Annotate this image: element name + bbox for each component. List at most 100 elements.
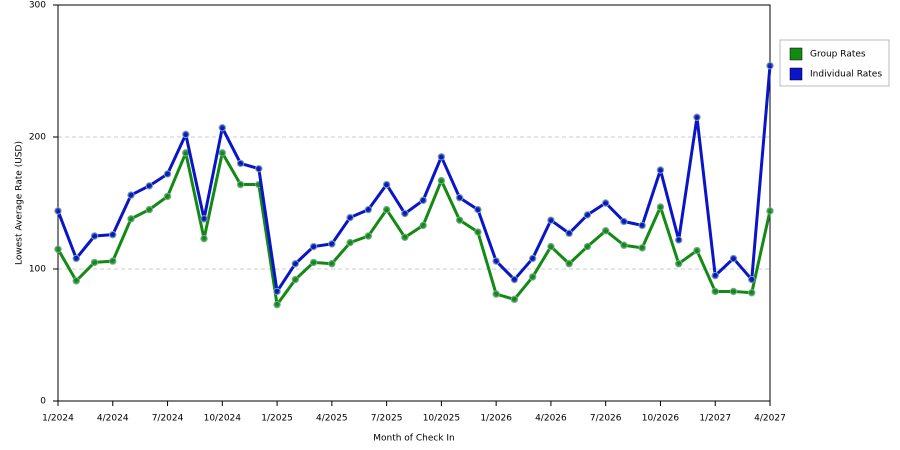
y-tick-label: 300 [29,1,46,11]
data-point [766,207,774,215]
data-point [711,287,719,296]
data-point [145,182,153,190]
data-point [328,240,336,248]
x-tick-label: 1/2024 [42,414,74,424]
data-point [656,166,665,174]
legend-label: Group Rates [810,50,866,60]
data-point [620,241,628,249]
data-point [255,164,263,173]
data-point [419,196,427,205]
data-point [474,228,482,236]
x-tick-label: 4/2024 [97,414,129,424]
data-point [382,180,391,189]
plot-frame [57,4,771,402]
y-axis-label: Lowest Average Rate (USD) [15,141,25,265]
data-point [328,260,336,268]
data-point [565,260,573,268]
x-tick-label: 10/2026 [642,414,680,424]
data-point [72,254,80,263]
x-tick-label: 10/2025 [423,414,460,424]
data-point [54,207,62,215]
y-tick-label: 200 [29,133,46,143]
data-point [72,277,80,285]
data-point [401,209,409,218]
data-point [127,191,135,199]
data-point [382,205,391,214]
data-point [766,62,774,70]
data-point [54,245,62,253]
data-point [620,217,628,226]
data-point [492,290,500,298]
data-point [474,205,482,214]
data-point [145,205,153,214]
data-point [437,176,446,185]
data-point [729,254,738,263]
data-point [90,258,99,267]
x-tick-label: 1/2025 [261,414,293,424]
x-tick-label: 7/2025 [371,414,403,424]
data-point [455,194,464,202]
data-point [492,257,500,265]
data-point [401,233,409,242]
data-point [693,113,701,121]
data-point [236,180,245,189]
data-point [693,246,701,255]
data-point [601,199,610,207]
data-point [638,244,646,252]
data-point [346,238,354,247]
data-point [711,271,719,280]
data-point [346,213,354,222]
data-point [90,232,99,240]
legend-label: Individual Rates [810,70,882,80]
data-point [163,170,172,178]
data-point [364,205,373,214]
data-point [748,289,756,297]
data-point [109,230,117,239]
data-point [163,192,172,201]
series-line [56,151,772,307]
data-point [656,203,665,211]
data-point [675,260,683,268]
y-tick-label: 0 [40,397,46,407]
data-point [748,275,756,284]
data-point [291,275,300,284]
x-tick-label: 7/2026 [590,414,622,424]
legend-swatch [789,47,803,61]
data-point [528,273,537,281]
data-point [273,287,281,296]
x-tick-label: 7/2024 [152,414,184,424]
data-point [200,234,208,243]
data-point [638,221,646,230]
data-point [729,287,738,296]
data-point [218,124,227,132]
x-tick-label: 4/2025 [316,414,348,424]
data-point [675,236,683,244]
data-point [182,130,190,139]
data-point [583,211,592,219]
data-point [547,242,555,251]
data-point [510,295,519,304]
data-point [218,149,227,157]
x-axis-label: Month of Check In [373,434,455,444]
data-point [419,221,427,230]
data-point [437,153,446,161]
data-point [583,242,592,251]
data-point [601,227,610,235]
data-point [127,215,135,223]
data-point [291,260,300,268]
data-point [309,242,318,251]
data-point [364,232,373,240]
x-tick-label: 1/2027 [699,414,731,424]
x-tick-label: 10/2024 [204,414,242,424]
data-point [565,229,573,238]
series-line [56,65,772,293]
x-tick-label: 1/2026 [480,414,512,424]
y-tick-label: 100 [29,265,46,275]
data-point [273,300,281,309]
data-point [109,257,117,265]
x-tick-label: 4/2026 [535,414,567,424]
data-point [236,159,245,168]
data-point [455,216,464,224]
